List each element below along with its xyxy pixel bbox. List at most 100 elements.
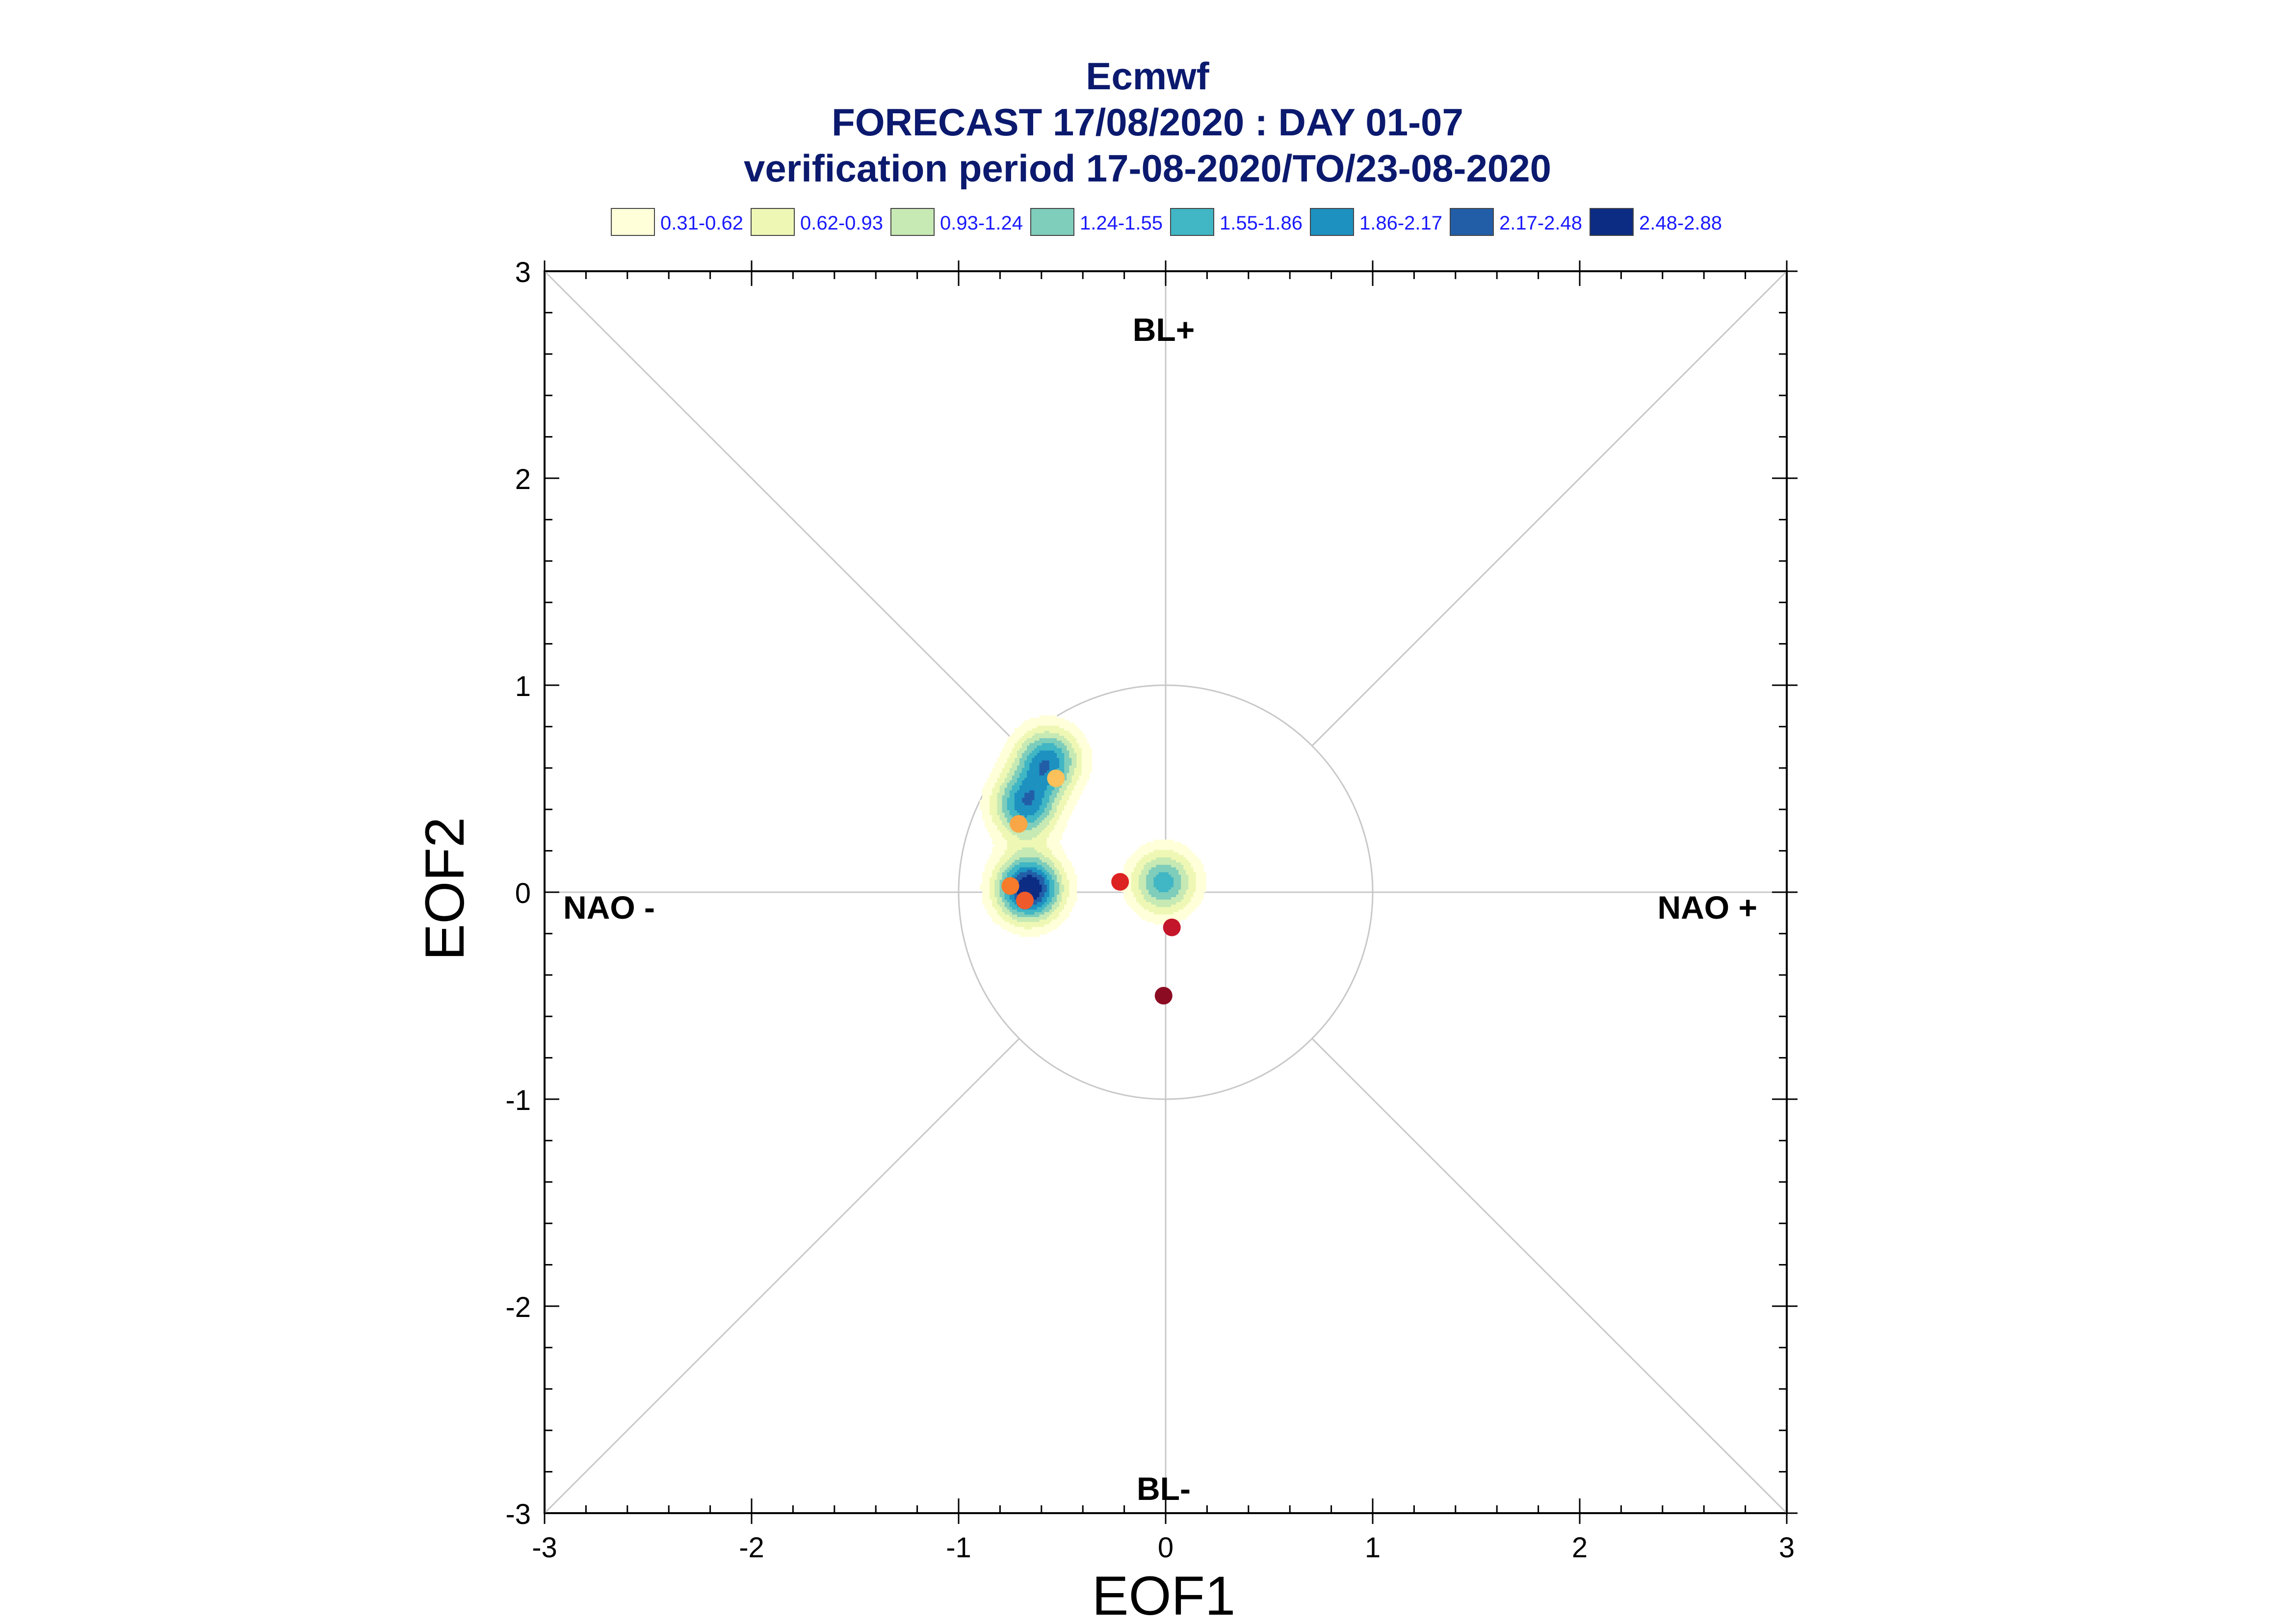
- density-cell: [1203, 872, 1206, 875]
- x-axis-title: EOF1: [1092, 1565, 1236, 1624]
- density-cell: [1039, 874, 1043, 877]
- density-cell: [1012, 762, 1015, 766]
- density-cell: [1156, 844, 1159, 848]
- density-cell: [1002, 911, 1005, 915]
- density-cell: [1024, 876, 1028, 880]
- density-cell: [1074, 792, 1077, 796]
- density-cell: [1166, 887, 1169, 890]
- density-cell: [1153, 919, 1157, 922]
- density-cell: [1004, 799, 1008, 803]
- density-cell: [1022, 727, 1025, 731]
- density-cell: [1076, 748, 1080, 751]
- density-cell: [1024, 884, 1028, 887]
- density-cell: [1004, 867, 1008, 870]
- density-cell: [1126, 864, 1129, 868]
- density-cell: [1049, 720, 1052, 723]
- density-cell: [1034, 884, 1038, 887]
- density-cell: [1009, 897, 1013, 900]
- density-cell: [1049, 765, 1052, 768]
- density-cell: [1178, 867, 1182, 870]
- density-cell: [1067, 914, 1070, 917]
- density-cell: [1037, 874, 1040, 877]
- density-cell: [994, 765, 998, 768]
- density-cell: [1037, 934, 1040, 937]
- density-cell: [1051, 897, 1055, 900]
- density-cell: [1004, 767, 1008, 771]
- density-cell: [1051, 879, 1055, 882]
- density-cell: [1019, 837, 1022, 840]
- density-cell: [1158, 842, 1162, 845]
- density-cell: [994, 894, 998, 898]
- density-cell: [1027, 914, 1030, 917]
- density-cell: [990, 874, 993, 877]
- density-cell: [1044, 715, 1047, 719]
- density-cell: [1049, 807, 1052, 810]
- density-cell: [1037, 820, 1040, 823]
- density-cell: [1186, 906, 1189, 910]
- density-cell: [1183, 902, 1187, 905]
- density-cell: [997, 832, 1000, 835]
- density-cell: [992, 879, 995, 882]
- density-cell: [1039, 780, 1043, 783]
- density-cell: [1019, 881, 1022, 885]
- density-cell: [1007, 862, 1010, 865]
- density-cell: [990, 884, 993, 887]
- density-cell: [1044, 827, 1047, 830]
- density-cell: [1151, 916, 1154, 920]
- density-cell: [1007, 864, 1010, 868]
- density-cell: [1198, 864, 1201, 868]
- density-cell: [1044, 760, 1047, 763]
- density-cell: [1054, 887, 1057, 890]
- density-cell: [999, 859, 1003, 863]
- density-cell: [1186, 899, 1189, 902]
- density-cell: [1174, 854, 1176, 858]
- density-cell: [1004, 864, 1008, 868]
- density-cell: [1076, 785, 1080, 788]
- density-cell: [1156, 919, 1159, 922]
- density-cell: [1017, 762, 1020, 766]
- density-cell: [999, 765, 1003, 768]
- density-cell: [1062, 797, 1065, 800]
- density-cell: [1044, 748, 1047, 751]
- density-cell: [1062, 867, 1065, 870]
- density-cell: [1039, 730, 1043, 733]
- density-cell: [994, 921, 998, 925]
- density-cell: [1141, 874, 1145, 877]
- density-cell: [1067, 807, 1070, 810]
- density-cell: [1007, 909, 1010, 912]
- density-cell: [1188, 876, 1192, 880]
- density-cell: [1012, 867, 1015, 870]
- density-cell: [1186, 850, 1189, 852]
- density-cell: [1193, 892, 1197, 895]
- density-cell: [1183, 884, 1187, 887]
- density-cell: [1136, 854, 1139, 858]
- density-cell: [1051, 787, 1055, 791]
- density-cell: [1037, 810, 1040, 813]
- density-cell: [1069, 792, 1072, 796]
- density-cell: [1012, 862, 1015, 865]
- density-cell: [1044, 757, 1047, 761]
- density-cell: [1032, 730, 1035, 733]
- density-cell: [1024, 760, 1028, 763]
- density-cell: [1037, 785, 1040, 788]
- density-cell: [1139, 859, 1142, 863]
- density-cell: [1074, 770, 1077, 773]
- density-cell: [1057, 750, 1060, 753]
- density-cell: [1183, 850, 1187, 852]
- density-cell: [997, 780, 1000, 783]
- density-cell: [1062, 725, 1065, 728]
- density-cell: [1151, 842, 1154, 845]
- density-cell: [1049, 892, 1052, 895]
- density-cell: [1051, 887, 1055, 890]
- density-cell: [1067, 812, 1070, 815]
- density-cell: [1022, 787, 1025, 791]
- density-cell: [1022, 842, 1025, 845]
- density-cell: [1141, 879, 1145, 882]
- density-cell: [1081, 770, 1085, 773]
- density-cell: [1051, 795, 1055, 798]
- density-cell: [1009, 852, 1013, 855]
- density-cell: [1002, 748, 1005, 751]
- density-cell: [1046, 876, 1050, 880]
- density-cell: [1176, 897, 1179, 900]
- density-cell: [987, 867, 991, 870]
